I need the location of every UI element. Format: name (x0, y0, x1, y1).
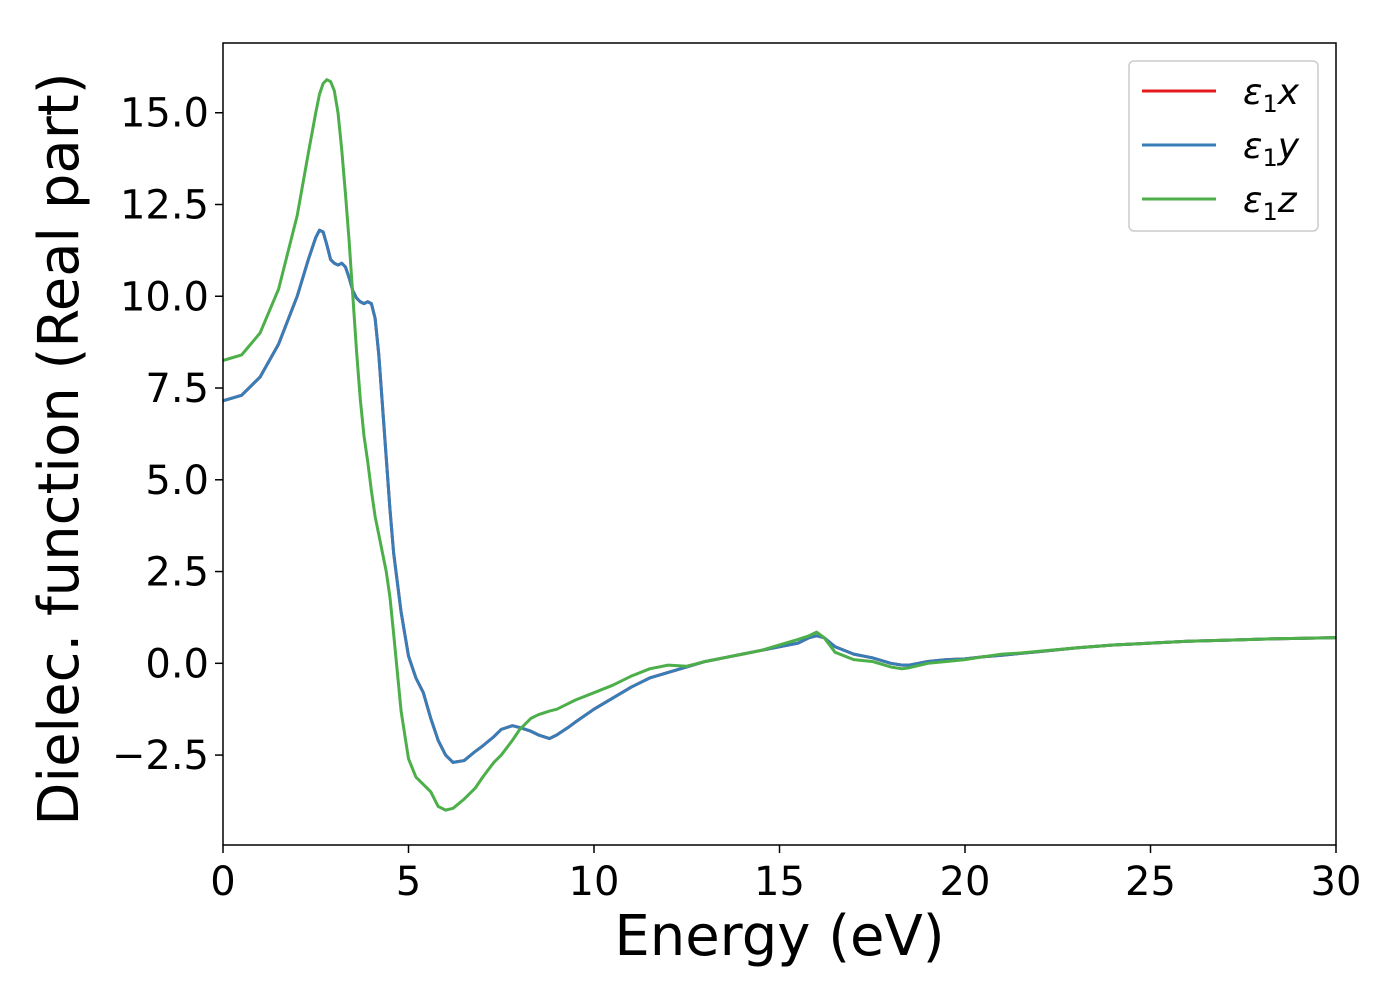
y-tick-label: 10.0 (120, 274, 209, 320)
x-tick-label: 5 (396, 859, 421, 905)
y-tick-label: 12.5 (120, 183, 209, 229)
axis-ticks: 0 5 10 15 20 25 30 −2.5 0.0 2.5 5.0 7.5 10.0 12.5 15.0 (112, 91, 1362, 905)
x-tick-label: 15 (754, 859, 805, 905)
y-tick-label: −2.5 (112, 733, 209, 779)
legend-label-x: ε1x (1243, 72, 1300, 118)
x-axis-label: Energy (eV) (614, 904, 944, 969)
x-tick-label: 30 (1311, 859, 1362, 905)
x-tick-label: 10 (569, 859, 620, 905)
legend-box (1128, 60, 1319, 232)
x-tick-label: 0 (210, 859, 235, 905)
series-line-y (223, 228, 1336, 764)
legend-label-y: ε1y (1243, 126, 1300, 172)
y-tick-label: 15.0 (120, 91, 209, 137)
legend-label-z: ε1z (1243, 180, 1298, 226)
series-line-z (223, 78, 1336, 812)
x-tick-label: 20 (940, 859, 991, 905)
legend: ε1x ε1y ε1z (1128, 60, 1319, 232)
y-tick-label: 2.5 (145, 550, 209, 596)
y-tick-label: 7.5 (145, 366, 209, 412)
y-tick-label: 5.0 (145, 458, 209, 504)
y-axis-label: Dielec. function (Real part) (27, 72, 92, 825)
x-tick-label: 25 (1125, 859, 1176, 905)
y-tick-label: 0.0 (145, 641, 209, 687)
series-lines (223, 78, 1336, 812)
